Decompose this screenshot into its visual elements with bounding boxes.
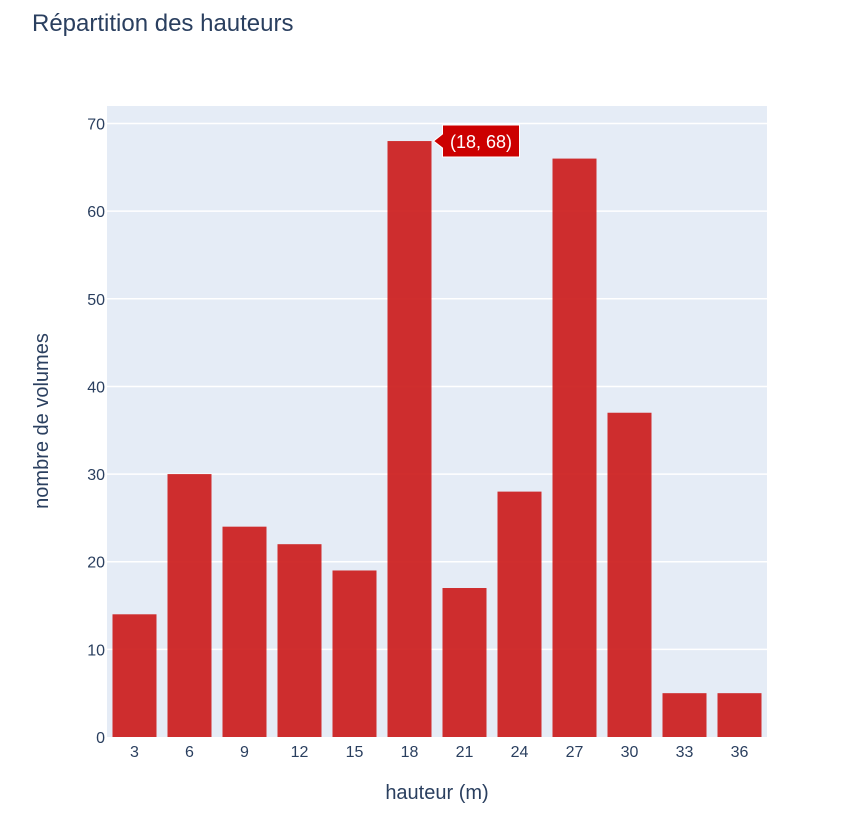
hover-tooltip: (18, 68)	[432, 124, 520, 158]
x-axis-ticks: 3 6 9 12 15 18 21 24 27 30 33 36	[130, 744, 748, 761]
x-tick-label: 36	[731, 744, 749, 761]
x-tick-label: 6	[185, 744, 194, 761]
x-axis-title: hauteur (m)	[385, 782, 488, 804]
y-tick-label: 10	[87, 642, 105, 659]
y-tick-label: 40	[87, 379, 105, 396]
x-tick-label: 33	[676, 744, 694, 761]
x-tick-label: 15	[346, 744, 364, 761]
y-axis-ticks: 0 10 20 30 40 50 60 70	[87, 117, 105, 747]
x-tick-label: 24	[511, 744, 529, 761]
bar	[662, 693, 707, 737]
y-tick-label: 70	[87, 117, 105, 134]
x-tick-label: 3	[130, 744, 139, 761]
tooltip-box	[432, 124, 520, 158]
y-tick-label: 60	[87, 204, 105, 221]
y-tick-label: 0	[96, 730, 105, 747]
x-tick-label: 12	[291, 744, 309, 761]
x-tick-label: 30	[621, 744, 639, 761]
x-tick-label: 18	[401, 744, 419, 761]
bar	[277, 544, 322, 737]
bars	[112, 141, 762, 738]
bar	[607, 412, 652, 737]
bar	[442, 588, 487, 737]
tooltip-label: (18, 68)	[450, 132, 512, 152]
bar	[717, 693, 762, 737]
gridlines	[107, 122, 767, 651]
bar	[552, 158, 597, 738]
x-tick-label: 21	[456, 744, 474, 761]
bar	[112, 614, 157, 737]
x-tick-label: 27	[566, 744, 584, 761]
chart-title: Répartition des hauteurs	[32, 10, 294, 37]
bar	[222, 526, 267, 737]
y-tick-label: 50	[87, 292, 105, 309]
bar	[332, 570, 377, 737]
y-tick-label: 20	[87, 555, 105, 572]
x-tick-label: 9	[240, 744, 249, 761]
bar	[387, 141, 432, 738]
bar	[167, 474, 212, 737]
y-tick-label: 30	[87, 467, 105, 484]
bar	[497, 491, 542, 737]
y-axis-title: nombre de volumes	[31, 333, 53, 509]
